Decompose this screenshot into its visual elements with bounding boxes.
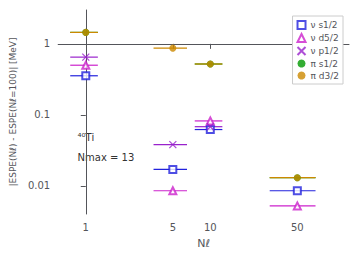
- svg-text:1: 1: [44, 38, 50, 49]
- svg-text:π s1/2: π s1/2: [311, 59, 338, 69]
- svg-text:0.01: 0.01: [28, 180, 50, 191]
- svg-text:π d3/2: π d3/2: [311, 71, 339, 81]
- svg-text:0.1: 0.1: [34, 109, 50, 120]
- svg-text:10: 10: [204, 222, 217, 233]
- svg-text:Nℓ: Nℓ: [197, 237, 210, 250]
- svg-text:1: 1: [83, 222, 89, 233]
- svg-text:5: 5: [170, 222, 176, 233]
- svg-text:ν d5/2: ν d5/2: [311, 33, 339, 43]
- svg-text:50: 50: [291, 222, 304, 233]
- svg-text:|ESPE(Nℓ) - ESPE(Nℓ=100)| [MeV: |ESPE(Nℓ) - ESPE(Nℓ=100)| [MeV]: [8, 37, 18, 186]
- svg-text:ν s1/2: ν s1/2: [311, 20, 338, 30]
- svg-text:ν p1/2: ν p1/2: [311, 46, 339, 56]
- svg-text:⁴⁰Ti: ⁴⁰Ti: [78, 132, 95, 143]
- svg-text:Nmax = 13: Nmax = 13: [77, 152, 135, 164]
